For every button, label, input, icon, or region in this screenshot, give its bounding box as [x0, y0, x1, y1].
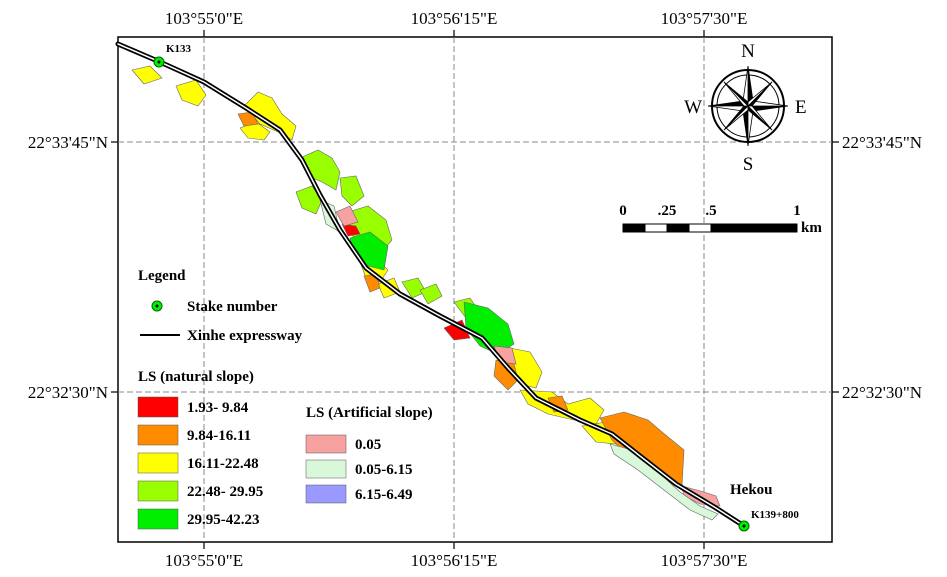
legend-natural-label-5: 29.95-42.23 [187, 512, 260, 528]
frame-ticks [111, 30, 839, 549]
lon-label-top-3: 103°57'30"E [661, 9, 748, 28]
legend-natural-swatch-3 [137, 452, 179, 474]
legend-natural-swatch-5 [137, 508, 179, 530]
slope-polygon [175, 79, 207, 107]
expressway-line-center [117, 43, 745, 527]
lon-label-top-2: 103°56'15"E [411, 9, 498, 28]
lat-label-right-2: 22°32'30"N [842, 383, 922, 402]
slope-polygon [243, 91, 297, 141]
compass-west-label: W [684, 97, 702, 118]
legend-natural-label-4: 22.48- 29.95 [187, 484, 263, 500]
compass-south-label: S [743, 154, 754, 175]
legend-road-label: Xinhe expressway [187, 328, 303, 344]
slope-polygon [341, 223, 361, 237]
graticule [118, 37, 832, 542]
lon-label-bottom-2: 103°56'15"E [411, 551, 498, 570]
compass-rose [707, 65, 789, 147]
legend-natural-swatch-2 [137, 424, 179, 446]
legend: Legend Stake number Xinhe expressway LS … [137, 268, 433, 530]
stake-label-end: K139+800 [751, 509, 799, 521]
compass-east-label: E [795, 97, 807, 118]
stake-label-start: K133 [166, 43, 192, 55]
legend-title: Legend [138, 268, 186, 284]
legend-natural-swatch-1 [137, 396, 179, 418]
scale-tick-1: .25 [658, 203, 677, 219]
slope-polygon [419, 283, 443, 305]
compass-north-label: N [741, 41, 755, 62]
scale-bar [622, 223, 798, 233]
legend-artificial-swatch-2 [305, 459, 347, 479]
stake-marker-start [153, 56, 165, 68]
expressway [115, 41, 747, 529]
slope-polygon [295, 185, 323, 215]
lat-label-left-1: 22°33'45"N [28, 133, 108, 152]
legend-artificial-label-1: 0.05 [355, 437, 381, 453]
place-label-hekou: Hekou [730, 482, 773, 498]
legend-natural-swatch-4 [137, 480, 179, 502]
slope-polygon [335, 205, 359, 227]
legend-artificial-title: LS (Artificial slope) [306, 405, 433, 421]
legend-artificial-label-2: 0.05-6.15 [355, 462, 413, 478]
legend-stake-label: Stake number [187, 299, 278, 315]
legend-natural-label-1: 1.93- 9.84 [187, 400, 249, 416]
scale-tick-0: 0 [619, 203, 627, 219]
legend-natural-label-2: 9.84-16.11 [187, 428, 251, 444]
slope-polygon [339, 175, 365, 207]
scale-tick-2: .5 [705, 203, 716, 219]
legend-artificial-label-3: 6.15-6.49 [355, 487, 413, 503]
slope-polygon [131, 65, 163, 85]
lon-label-bottom-3: 103°57'30"E [661, 551, 748, 570]
legend-artificial-swatch-1 [305, 434, 347, 454]
scale-unit: km [801, 220, 822, 236]
stake-marker-end [738, 520, 750, 532]
legend-artificial-swatch-3 [305, 484, 347, 504]
lon-label-bottom-1: 103°55'0"E [165, 551, 243, 570]
lat-label-left-2: 22°32'30"N [28, 383, 108, 402]
lat-label-right-1: 22°33'45"N [842, 133, 922, 152]
scale-tick-3: 1 [793, 203, 801, 219]
legend-natural-label-3: 16.11-22.48 [187, 456, 259, 472]
lon-label-top-1: 103°55'0"E [165, 9, 243, 28]
map-frame [117, 36, 833, 543]
legend-natural-title: LS (natural slope) [138, 369, 254, 385]
